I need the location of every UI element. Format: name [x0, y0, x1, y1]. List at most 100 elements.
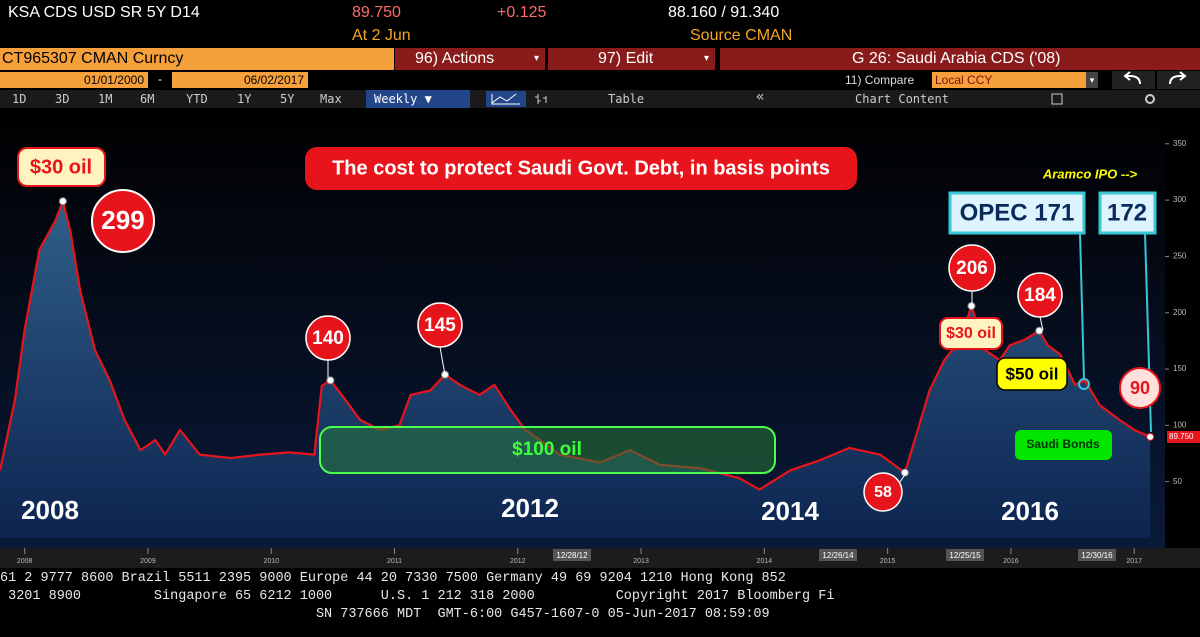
security-name: KSA CDS USD SR 5Y D14 [8, 4, 200, 21]
leader-line [1079, 232, 1085, 381]
annotated-point [326, 376, 335, 385]
year-label: 2014 [761, 496, 819, 526]
bonds-box [1015, 430, 1112, 460]
redo-button[interactable] [1157, 71, 1200, 89]
annotated-point [58, 197, 67, 206]
x-tick-label: 2008 [17, 558, 33, 565]
peak-label: 145 [424, 315, 456, 336]
leader-line [899, 472, 907, 483]
undo-icon [1123, 71, 1141, 85]
period-button[interactable]: 6M [140, 92, 155, 106]
actions-label: 96) Actions [415, 50, 495, 67]
oil-box [17, 147, 106, 187]
footer-line: SN 737666 MDT GMT-6:00 G457-1607-0 05-Ju… [0, 607, 770, 622]
peak-bubble [91, 189, 155, 253]
annotated-point [1035, 326, 1044, 335]
collapse-button[interactable]: « [756, 89, 765, 105]
date-marker-box [819, 549, 857, 561]
settings-icons [1051, 93, 1155, 105]
compare-label: 11) Compare [845, 73, 915, 87]
area-fill [0, 201, 1151, 539]
oil-box [996, 357, 1068, 391]
line-chart-icon [491, 93, 520, 105]
chart-type-icons [486, 91, 547, 107]
price-range: 88.160 / 91.340 [668, 4, 780, 21]
period-button[interactable]: 3D [55, 92, 70, 106]
end-date[interactable]: 06/02/2017 [172, 72, 308, 88]
date-marker: 12/30/16 [1081, 551, 1113, 560]
x-tick-label: 2011 [387, 558, 402, 565]
y-tick-label: 300 [1173, 195, 1187, 204]
chart-title-bar: G 26: Saudi Arabia CDS ('08) [720, 48, 1200, 70]
ipo-note: Aramco IPO --> [1042, 166, 1138, 181]
date-marker: 12/25/15 [949, 551, 981, 560]
last-point [1146, 432, 1155, 441]
x-axis-band [0, 548, 1200, 568]
date-marker: 12/28/12 [556, 551, 588, 560]
bar-chart-icon[interactable] [535, 94, 547, 104]
last-value-label: 89.750 [1169, 432, 1194, 441]
ticker-bar[interactable]: CT965307 CMAN Curncy [0, 48, 394, 70]
leader-line [439, 346, 446, 376]
annotated-point [900, 468, 909, 477]
currency-label: Local CCY [935, 73, 993, 87]
date-marker-box [553, 549, 591, 561]
opec-box [948, 191, 1086, 235]
period-button[interactable]: 1D [12, 92, 27, 106]
frequency-select[interactable]: Weekly ▼ [366, 90, 470, 108]
period-button[interactable]: 1M [98, 92, 113, 106]
line-chart-button[interactable] [486, 91, 526, 107]
leader-dot [1078, 378, 1090, 390]
low-bubble [863, 472, 903, 512]
period-button[interactable]: Max [320, 92, 342, 106]
oil-box [939, 317, 1003, 350]
peak-label: 184 [1024, 285, 1056, 306]
edit-icon[interactable] [1051, 93, 1063, 105]
start-date[interactable]: 01/01/2000 [0, 72, 148, 88]
period-button[interactable]: YTD [186, 92, 208, 106]
actions-menu[interactable]: 96) Actions ▾ [395, 48, 545, 70]
period-button[interactable]: 5Y [280, 92, 295, 106]
latest-label: 90 [1130, 378, 1150, 398]
footer-line: 3201 8900 Singapore 65 6212 1000 U.S. 1 … [0, 589, 835, 604]
chart-content-button[interactable]: Chart Content [855, 92, 949, 106]
y-tick-label: 350 [1173, 139, 1187, 148]
gear-icon[interactable] [1145, 94, 1155, 104]
ipo-label: 172 [1107, 199, 1147, 226]
axis-background [1165, 108, 1200, 548]
year-label: 2012 [501, 493, 559, 523]
annotated-point [967, 301, 976, 310]
last-price: 89.750 [352, 4, 401, 21]
table-button[interactable]: Table [608, 92, 645, 106]
edit-menu[interactable]: 97) Edit ▾ [548, 48, 715, 70]
latest-bubble [1119, 367, 1161, 409]
year-label: 2016 [1001, 496, 1059, 526]
oil-label: $50 oil [1006, 364, 1059, 383]
series-line [0, 200, 1151, 491]
date-dash: - [158, 72, 162, 86]
currency-select[interactable]: Local CCY ▾ [932, 72, 1098, 88]
x-tick-label: 2014 [757, 558, 773, 565]
y-tick-label: 200 [1173, 308, 1187, 317]
y-tick-label: 150 [1173, 364, 1187, 373]
x-tick-label: 2012 [510, 558, 526, 565]
bonds-label: Saudi Bonds [1026, 437, 1100, 451]
year-label: 2008 [21, 495, 79, 525]
redo-icon [1169, 71, 1187, 85]
leader-line [1039, 316, 1044, 331]
undo-redo [1112, 71, 1200, 89]
x-tick-label: 2013 [633, 558, 649, 565]
edit-label: 97) Edit [598, 50, 654, 67]
oil-label: $30 oil [946, 325, 996, 342]
price-date: At 2 Jun [352, 27, 411, 44]
period-button[interactable]: 1Y [237, 92, 252, 106]
oil-100-box [319, 426, 776, 474]
x-tick-label: 2016 [1003, 558, 1019, 565]
oil-label: $30 oil [30, 156, 92, 178]
x-tick-label: 2009 [140, 558, 156, 565]
low-label: 58 [874, 484, 892, 501]
x-tick-label: 2017 [1126, 558, 1142, 565]
y-tick-label: 50 [1173, 477, 1182, 486]
undo-button[interactable] [1112, 71, 1155, 89]
